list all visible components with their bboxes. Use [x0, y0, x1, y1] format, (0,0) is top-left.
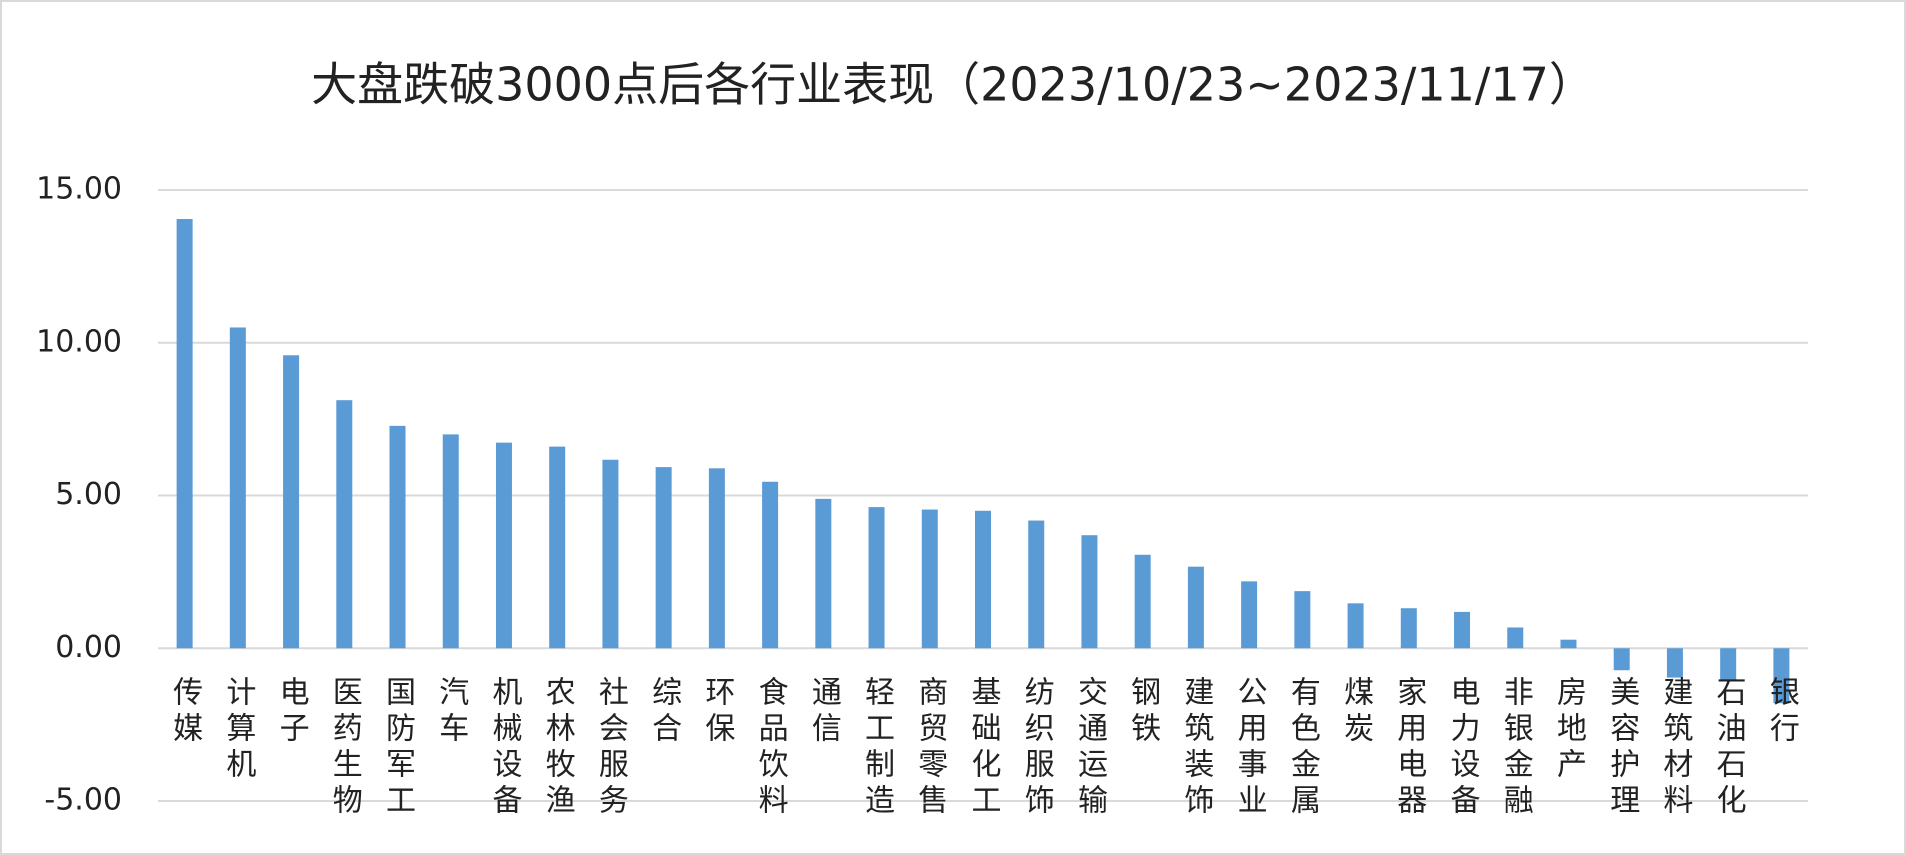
- bar: [1720, 648, 1737, 681]
- y-tick-label: 0.00: [55, 630, 122, 665]
- bar: [655, 467, 672, 649]
- bar: [1347, 603, 1364, 649]
- x-tick-label: 钢铁: [1125, 676, 1161, 748]
- bar: [708, 468, 725, 649]
- bar: [1560, 639, 1577, 649]
- x-tick-label: 家用电器: [1391, 676, 1427, 820]
- bar: [1666, 648, 1683, 678]
- x-tick-label: 煤炭: [1338, 676, 1373, 748]
- x-tick-label: 医药生物: [327, 676, 363, 820]
- x-tick-label: 交通运输: [1072, 676, 1107, 820]
- x-tick-label: 通信: [806, 676, 842, 748]
- x-tick-label: 房地产: [1551, 676, 1587, 784]
- chart-title: 大盘跌破3000点后各行业表现（2023/10/23~2023/11/17）: [311, 58, 1595, 112]
- x-tick-label: 有色金属: [1285, 676, 1321, 820]
- y-tick-label: 5.00: [55, 477, 122, 512]
- x-tick-label: 社会服务: [593, 676, 629, 820]
- bar: [1294, 591, 1311, 649]
- x-tick-label: 纺织服饰: [1019, 676, 1055, 820]
- bar: [549, 446, 566, 649]
- x-tick-label: 美容护理: [1604, 676, 1639, 820]
- bar: [495, 442, 512, 649]
- bar: [1134, 554, 1151, 649]
- bar: [762, 481, 779, 649]
- x-tick-label: 国防军工: [380, 676, 415, 820]
- x-tick-label: 轻工制造: [859, 676, 894, 820]
- x-tick-label: 环保: [699, 676, 735, 748]
- bar: [1773, 648, 1790, 704]
- y-tick-label: 15.00: [36, 172, 122, 207]
- bar: [1454, 611, 1471, 649]
- x-tick-label: 机械设备: [486, 676, 522, 820]
- bar: [176, 219, 193, 649]
- x-tick-label: 汽车: [433, 676, 468, 748]
- bar: [1507, 627, 1524, 649]
- bar: [1081, 535, 1098, 649]
- bar: [229, 327, 246, 649]
- x-tick-label: 建筑材料: [1657, 676, 1693, 820]
- x-tick-label: 电力设备: [1445, 676, 1481, 820]
- bar: [921, 509, 938, 649]
- y-tick-label: 10.00: [36, 324, 122, 359]
- bar: [389, 425, 406, 649]
- x-tick-label: 公用事业: [1232, 676, 1268, 820]
- y-tick-label: -5.00: [44, 783, 122, 818]
- x-tick-label: 传媒: [167, 676, 203, 748]
- x-tick-label: 基础化工: [966, 676, 1002, 820]
- bar: [283, 355, 300, 649]
- bar: [1613, 648, 1630, 671]
- x-tick-label: 石油石化: [1711, 676, 1747, 820]
- x-tick-label: 综合: [646, 676, 681, 748]
- bar: [975, 510, 991, 649]
- x-tick-label: 农林牧渔: [540, 676, 576, 820]
- bar: [1028, 520, 1045, 649]
- bar: [1400, 608, 1417, 649]
- bar: [815, 498, 832, 649]
- x-tick-label: 电子: [274, 676, 309, 748]
- x-tick-label: 计算机: [220, 676, 256, 784]
- bar: [442, 434, 459, 649]
- bar: [1187, 566, 1204, 649]
- bar: [602, 459, 619, 649]
- x-tick-label: 银行: [1764, 676, 1800, 748]
- bar: [336, 400, 353, 649]
- x-tick-label: 建筑装饰: [1178, 676, 1214, 820]
- bar: [868, 507, 885, 649]
- bar: [1241, 581, 1258, 649]
- x-tick-label: 商贸零售: [912, 676, 948, 820]
- x-tick-label: 非银金融: [1498, 676, 1534, 820]
- x-tick-label: 食品饮料: [753, 676, 789, 820]
